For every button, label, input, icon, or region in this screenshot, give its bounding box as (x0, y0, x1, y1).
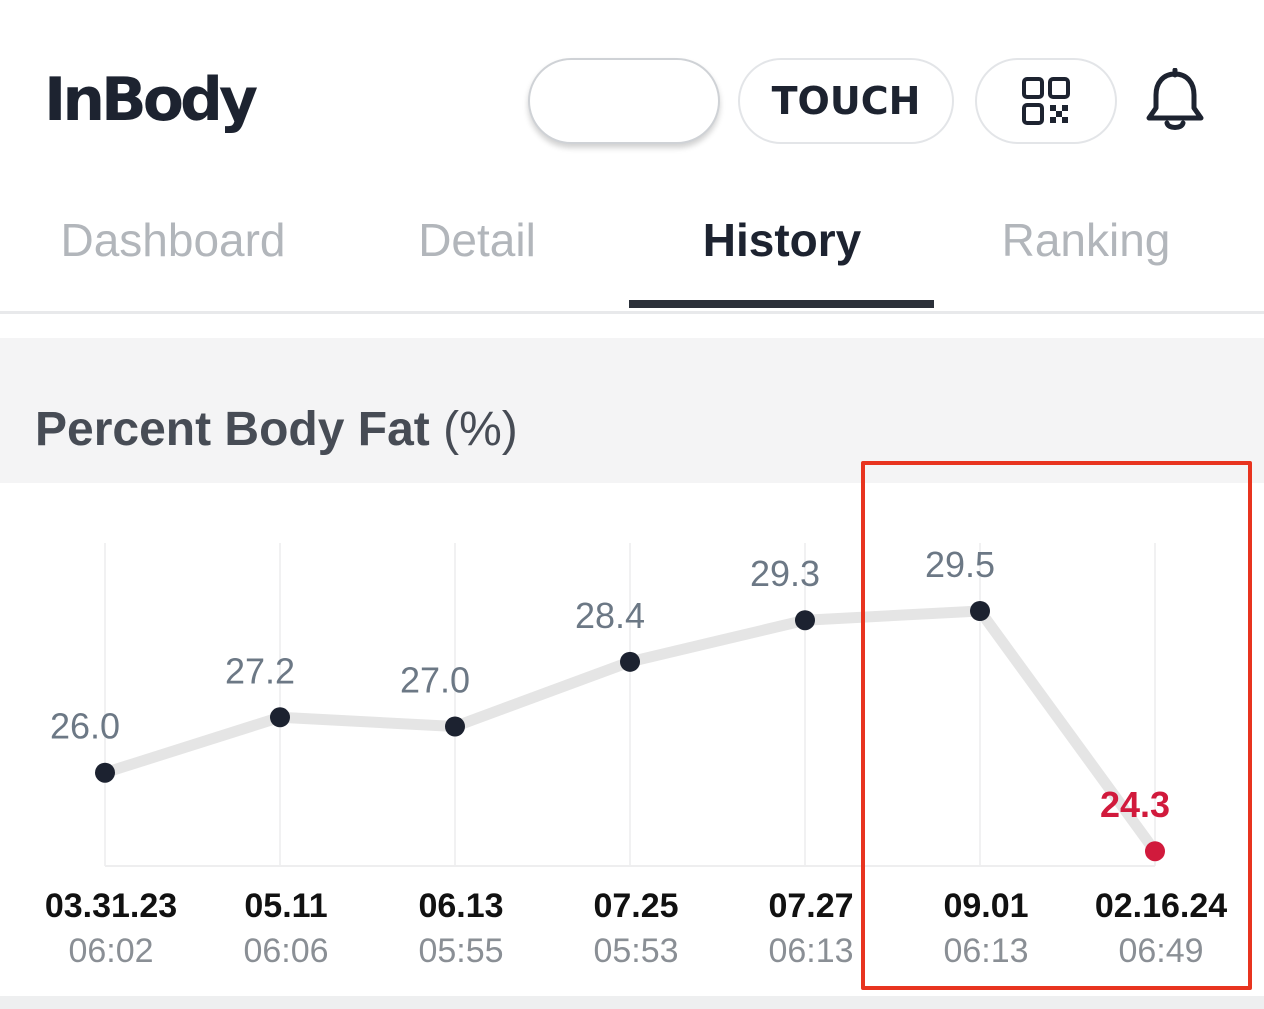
tab-detail[interactable]: Detail (418, 214, 536, 266)
data-point-2 (445, 716, 465, 737)
data-label-2: 27.0 (400, 660, 470, 701)
data-label-1: 27.2 (225, 650, 295, 691)
highlight-box (861, 461, 1252, 990)
data-point-0 (95, 762, 115, 783)
data-point-1 (270, 707, 290, 728)
chart-card-header (0, 338, 1264, 483)
time-label-6: 06:49 (1118, 932, 1203, 970)
data-label-6: 24.3 (1100, 784, 1170, 825)
date-label-1: 05.11 (244, 887, 327, 925)
data-label-4: 29.3 (750, 553, 820, 594)
data-point-4 (795, 610, 815, 631)
time-label-0: 06:02 (68, 932, 153, 970)
qr-button[interactable] (975, 58, 1117, 144)
time-label-5: 06:13 (943, 932, 1028, 970)
data-label-0: 26.0 (50, 706, 120, 747)
touch-button[interactable]: TOUCH (738, 58, 954, 144)
body-fat-line-chart: 26.0 27.2 27.0 28.4 29.3 29.5 24.3 03.31.23 06:0… (45, 543, 1227, 970)
touch-button-label: TOUCH (771, 79, 921, 123)
bottom-divider (0, 996, 1264, 1009)
time-label-1: 06:06 (243, 932, 328, 970)
time-label-3: 05:53 (593, 932, 678, 970)
latest-data-point (1145, 841, 1165, 862)
inbody-logo: InBody (44, 65, 258, 135)
active-tab-indicator (629, 300, 934, 308)
app-header: InBody TOUCH (0, 0, 1264, 190)
tab-dashboard[interactable]: Dashboard (60, 214, 286, 266)
date-label-2: 06.13 (418, 887, 503, 925)
data-label-5: 29.5 (925, 544, 995, 585)
tab-history[interactable]: History (702, 214, 862, 266)
chart-title: Percent Body Fat (%) (35, 402, 518, 457)
chart-title-text: Percent Body Fat (35, 403, 430, 456)
date-label-5: 09.01 (943, 887, 1028, 925)
time-label-4: 06:13 (768, 932, 853, 970)
tab-bar: Dashboard Detail History Ranking (0, 190, 1264, 314)
data-point-3 (620, 651, 640, 672)
data-label-3: 28.4 (575, 595, 645, 636)
time-label-2: 05:55 (418, 932, 503, 970)
blank-pill-button[interactable] (528, 58, 720, 144)
date-label-4: 07.27 (768, 887, 853, 925)
date-label-3: 07.25 (593, 887, 678, 925)
qr-code-icon (1022, 77, 1070, 125)
data-point-5 (970, 601, 990, 621)
date-label-0: 03.31.23 (45, 887, 177, 925)
bell-icon[interactable] (1144, 68, 1206, 134)
date-label-6: 02.16.24 (1095, 887, 1227, 925)
tab-ranking[interactable]: Ranking (1001, 214, 1171, 266)
chart-title-unit: (%) (443, 403, 518, 456)
